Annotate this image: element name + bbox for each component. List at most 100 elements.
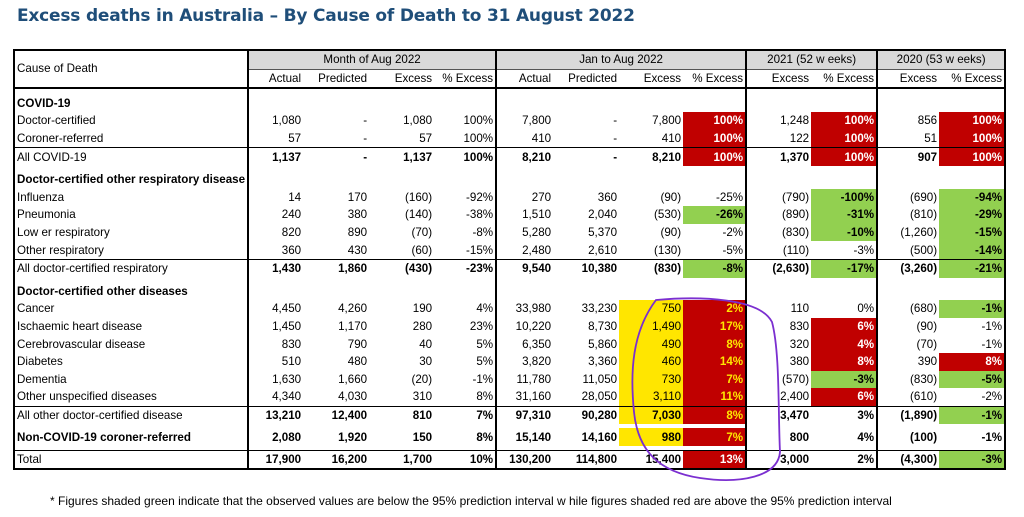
cell: (1,890)	[877, 405, 940, 425]
empty-cell	[434, 282, 498, 301]
cell: (500)	[910, 243, 938, 257]
header-row-columns: Actual Predicted Excess% Excess Actual Predi…	[14, 69, 1007, 89]
cell: 97,310	[496, 405, 554, 425]
cell: 0%	[811, 300, 879, 318]
empty-cell	[496, 95, 553, 113]
cause-of-death-header: Cause of Death	[12, 49, 250, 89]
cell: 100%	[683, 112, 748, 130]
cell: 1,370	[746, 147, 812, 166]
empty-cell	[877, 95, 939, 113]
cell: 8%	[434, 388, 498, 407]
cell: (530)	[654, 208, 682, 222]
cell: 7,800	[522, 114, 552, 128]
section-heading: Doctor-certified other diseases	[12, 282, 250, 301]
subtotal-row: All other doctor-certified disease 13,210…	[12, 405, 1007, 425]
cell: 240	[281, 208, 302, 222]
cell: 280	[412, 320, 433, 334]
spacer-cell	[811, 277, 879, 283]
cell: 6%	[811, 388, 879, 407]
cell: (690)	[910, 190, 938, 204]
cell: 2,480	[522, 243, 552, 257]
spacer-cell	[939, 424, 1007, 429]
table-row: Other unspecified diseases 4,340 4,030 310 8…	[12, 388, 1007, 407]
table-row: Cancer 4,450 4,260 190 4% 33,980 33,230 750 2% 11…	[12, 300, 1007, 318]
table-row: Doctor-certified 1,080-1,080 100% 7,800-7,8…	[12, 112, 1007, 130]
spacer-cell	[12, 445, 250, 451]
cell: (430)	[369, 258, 435, 278]
spacer-cell	[248, 88, 303, 95]
column-header: % Excess	[434, 69, 498, 89]
cell: -3%	[939, 449, 1007, 471]
cell: 890	[347, 226, 368, 240]
spacer-cell	[619, 88, 683, 95]
cell: 3%	[811, 405, 879, 425]
group-header-1: Jan to Aug 2022	[496, 48, 748, 70]
row-label: Influenza	[12, 188, 250, 207]
cell: -1%	[434, 370, 498, 389]
cell: (790)	[782, 190, 810, 204]
cell: 13%	[683, 449, 748, 471]
cell: 11%	[683, 388, 748, 407]
empty-cell	[248, 283, 303, 301]
cell: 14,160	[581, 430, 618, 444]
row-label: Non-COVID-19 coroner-referred	[12, 428, 250, 446]
cell: 57	[288, 132, 302, 146]
cell: 1,170	[338, 320, 368, 334]
cell: 790	[347, 337, 368, 351]
table-row: Diabetes 510 480 30 5% 3,820 3,360 460 14% 380 8% 3…	[12, 352, 1007, 371]
cell: -	[303, 147, 370, 166]
cell: 100%	[811, 147, 879, 166]
coroner-row: Non-COVID-19 coroner-referred 2,080 1,920 1…	[12, 428, 1007, 446]
cell: 40	[419, 337, 433, 351]
cell: 1,080	[272, 114, 302, 128]
spacer-cell	[811, 445, 879, 451]
cell: 510	[281, 355, 302, 369]
cell: 7,030	[619, 405, 684, 425]
column-header: Excess	[369, 69, 435, 89]
cell: -1%	[939, 428, 1007, 446]
empty-cell	[683, 94, 748, 113]
cell: 150	[412, 430, 433, 444]
cell: 17,900	[248, 449, 304, 471]
cell: -92%	[434, 188, 498, 207]
table-row: Ischaemic heart disease 1,450 1,170 280 23% 1…	[12, 317, 1007, 336]
cell: 7%	[683, 428, 748, 446]
empty-cell	[746, 283, 811, 301]
cell: 10,220	[515, 320, 552, 334]
cell: 15,400	[619, 449, 684, 471]
cell: -17%	[811, 258, 879, 278]
spacer-cell	[369, 88, 434, 95]
cell: 1,860	[303, 258, 370, 278]
cell: 2,080	[272, 430, 302, 444]
cell: 2,040	[588, 208, 618, 222]
cell: -21%	[939, 258, 1007, 278]
cell: 11,050	[582, 372, 618, 386]
cell: (90)	[660, 226, 682, 240]
cell: -3%	[811, 241, 879, 260]
cell: 490	[619, 335, 684, 353]
cell: -100%	[811, 188, 879, 207]
cell: 10%	[434, 449, 498, 471]
cell: 3,470	[746, 405, 812, 425]
cell: 1,080	[403, 114, 433, 128]
row-label: Coroner-referred	[12, 129, 250, 148]
cell: 33,980	[515, 302, 552, 316]
spacer-cell	[683, 277, 748, 283]
row-label: Dementia	[12, 370, 250, 389]
cell: 9,540	[496, 258, 554, 278]
column-header: Predicted	[303, 69, 370, 89]
cell: 980	[619, 428, 684, 446]
empty-cell	[746, 171, 811, 189]
spacer-cell	[683, 87, 748, 95]
empty-cell	[877, 283, 939, 301]
cell: 430	[347, 243, 368, 257]
cell: 1,660	[338, 372, 368, 386]
empty-cell	[303, 95, 369, 113]
cell: 830	[281, 337, 302, 351]
cell: (830)	[619, 258, 684, 278]
cell: 100%	[939, 129, 1007, 148]
cell: 8%	[434, 428, 498, 446]
row-label: Cerebrovascular disease	[12, 335, 250, 353]
cell: (610)	[910, 390, 938, 404]
column-header: Actual	[248, 69, 304, 89]
